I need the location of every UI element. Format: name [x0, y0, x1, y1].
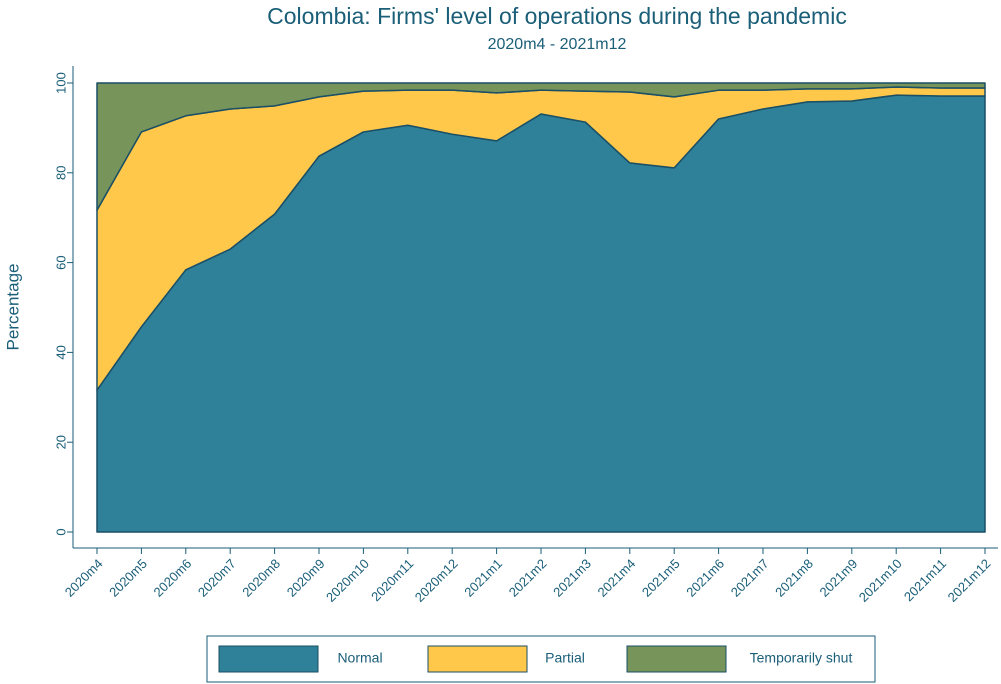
y-tick-label: 0: [53, 528, 68, 535]
area: [96, 82, 986, 211]
legend-swatch: [218, 645, 319, 673]
x-tick-label: 2021m6: [683, 556, 727, 600]
x-tick-label: 2020m5: [106, 556, 150, 600]
x-tick-label: 2020m4: [62, 556, 106, 600]
x-tick-label: 2021m8: [772, 556, 816, 600]
legend-swatch: [427, 645, 528, 673]
x-tick-label: 2021m9: [817, 556, 861, 600]
x-tick-label: 2020m6: [151, 556, 195, 600]
x-tick-label: 2020m8: [239, 556, 283, 600]
y-tick-label: 80: [53, 166, 68, 180]
y-tick-label: 100: [53, 72, 68, 94]
x-tick-label: 2021m2: [506, 556, 550, 600]
legend-swatch: [626, 645, 727, 673]
legend: [206, 635, 876, 683]
x-tick-label: 2021m7: [728, 556, 772, 600]
y-axis-label: Percentage: [3, 264, 22, 351]
x-tick-label: 2021m4: [595, 556, 639, 600]
x-tick-label: 2020m11: [368, 556, 416, 604]
x-tick-label: 2021m1: [461, 556, 505, 600]
x-tick-label: 2020m12: [412, 556, 461, 605]
legend-label: Partial: [545, 650, 585, 666]
chart-title: Colombia: Firms' level of operations dur…: [267, 3, 847, 29]
x-tick-label: 2021m12: [945, 556, 994, 605]
x-tick-label: 2021m3: [550, 556, 594, 600]
x-tick-label: 2020m9: [284, 556, 328, 600]
x-tick-label: 2021m5: [639, 556, 683, 600]
y-tick-label: 60: [53, 255, 68, 269]
y-tick-label: 20: [53, 435, 68, 449]
x-tick-label: 2021m10: [856, 556, 905, 605]
y-tick-label: 40: [53, 345, 68, 359]
x-tick-label: 2020m10: [323, 556, 372, 605]
x-tick-label: 2021m11: [901, 556, 949, 604]
chart-subtitle: 2020m4 - 2021m12: [488, 36, 627, 53]
x-tick-label: 2020m7: [195, 556, 239, 600]
legend-label: Temporarily shut: [750, 650, 853, 666]
legend-label: Normal: [337, 650, 382, 666]
